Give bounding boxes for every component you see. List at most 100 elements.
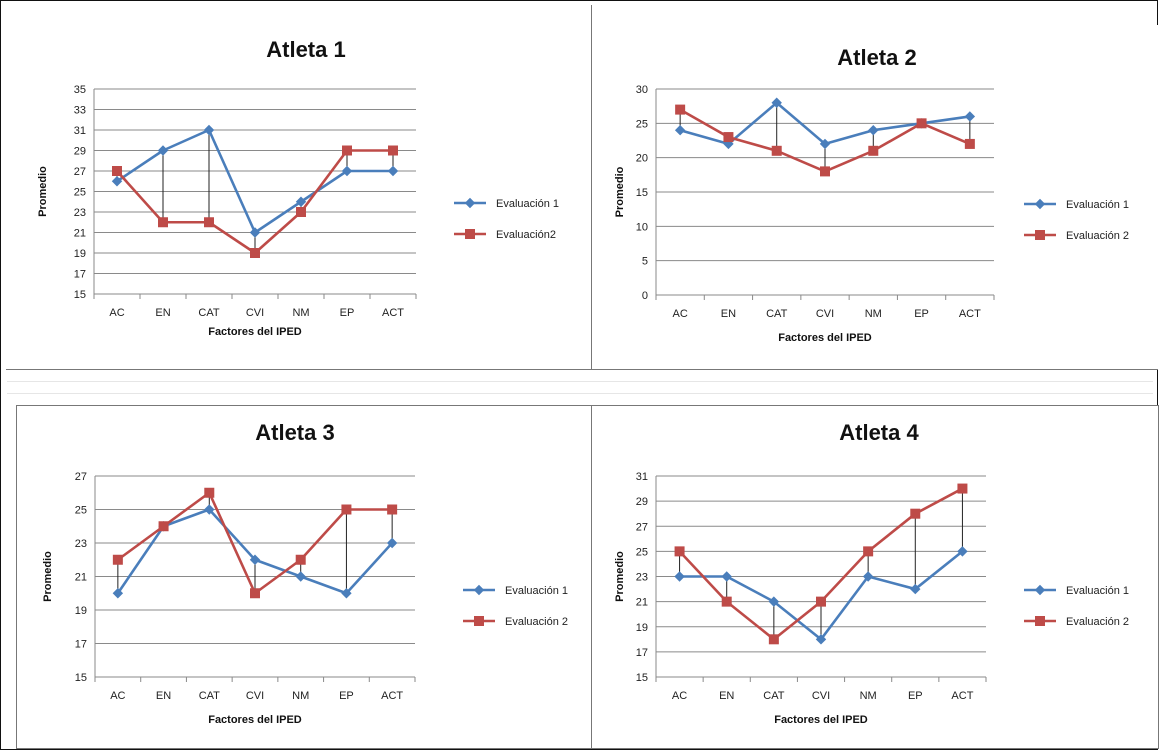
y-tick-label: 25 [75,505,87,517]
y-tick-label: 15 [636,672,648,684]
x-axis-title: Factores del IPED [208,326,302,338]
data-point-diamond [341,588,352,599]
data-point-diamond [295,196,307,207]
y-axis-title: Promedio [37,166,49,217]
faint-gridline [7,381,1153,382]
data-point-square [295,554,306,565]
y-tick-label: 25 [636,118,648,130]
y-tick-label: 15 [74,289,86,301]
y-tick-label: 31 [74,125,86,137]
data-point-diamond [295,571,306,582]
chart-panel-atleta-4: Atleta 4 15 17 19 21 23 25 27 29 31 AC EN CAT CVI NM EP… [591,405,1159,749]
chart-title: Atleta 3 [255,420,334,445]
data-point-diamond [111,176,123,187]
x-tick-label: EP [914,308,929,320]
line-chart: Atleta 1 15 17 19 21 23 25 27 29 31 33 35 AC EN CAT CVI… [37,37,559,338]
y-tick-label: 29 [636,496,648,508]
y-tick-label: 30 [636,84,648,96]
y-tick-label: 27 [636,521,648,533]
chart-title: Atleta 2 [837,45,916,70]
data-point-square [112,166,122,176]
y-tick-label: 10 [636,221,648,233]
y-tick-label: 19 [636,622,648,634]
chart-panel-atleta-2: Atleta 2 0 5 10 15 20 25 30 AC EN CAT CVI NM EP ACT Fac… [591,25,1158,370]
data-point-square [910,508,921,519]
data-point-square [1035,616,1045,626]
y-tick-label: 29 [74,146,86,158]
y-tick-label: 25 [74,187,86,199]
data-point-diamond [815,634,827,645]
data-point-square [723,132,734,143]
x-tick-label: CAT [199,690,220,702]
chart-title: Atleta 4 [839,420,919,445]
data-point-square [250,248,260,258]
data-point-square [863,546,874,557]
x-tick-label: NM [865,308,882,320]
data-point-diamond [721,571,732,582]
chart-panel-atleta-3: Atleta 3 15 17 19 21 23 25 27 AC EN CAT CVI NM EP ACT F… [16,405,592,749]
faint-gridline [7,393,1153,394]
data-point-diamond [1034,198,1046,210]
data-point-diamond [387,165,399,177]
x-tick-label: EP [908,690,923,702]
legend-label: Evaluación 2 [505,616,568,628]
y-tick-label: 25 [636,546,648,558]
data-point-diamond [249,554,261,565]
data-point-square [112,554,123,565]
data-point-square [820,166,830,177]
data-point-diamond [464,197,476,209]
y-tick-label: 35 [74,84,86,96]
data-point-square [816,596,826,607]
data-point-diamond [862,571,874,582]
legend-label: Evaluación 1 [496,198,559,210]
line-chart: Atleta 4 15 17 19 21 23 25 27 29 31 AC EN CAT CVI NM EP… [614,420,1129,726]
x-tick-label: NM [860,690,877,702]
data-point-square [158,217,168,228]
data-point-square [916,118,927,129]
data-point-diamond [112,588,124,599]
data-point-diamond [964,111,976,122]
x-tick-label: NM [292,307,309,319]
legend-label: Evaluación 2 [1066,616,1129,628]
x-tick-label: ACT [382,307,404,319]
x-tick-label: EN [155,307,170,319]
y-tick-label: 23 [636,572,648,584]
data-point-square [465,229,475,239]
y-tick-label: 15 [75,672,87,684]
y-tick-label: 21 [75,572,87,584]
x-axis-title: Factores del IPED [208,714,302,726]
data-point-diamond [341,165,353,177]
x-tick-label: CAT [766,308,787,320]
y-tick-label: 27 [74,166,86,178]
y-tick-label: 31 [636,471,648,483]
data-point-diamond [957,546,968,557]
x-tick-label: EN [156,690,171,702]
line-chart: Atleta 2 0 5 10 15 20 25 30 AC EN CAT CVI NM EP ACT Fac… [614,45,1129,344]
chart-title: Atleta 1 [266,37,345,62]
data-point-square [204,487,215,498]
data-point-diamond [203,124,215,136]
x-tick-label: EN [721,308,736,320]
data-point-square [341,504,352,515]
y-axis-title: Promedio [614,551,626,602]
x-tick-label: AC [673,308,688,320]
y-tick-label: 20 [636,153,648,165]
legend-label: Evaluación 1 [1066,585,1129,597]
data-point-square [296,207,306,217]
data-point-diamond [819,138,831,150]
x-tick-label: EN [719,690,734,702]
x-axis-title: Factores del IPED [774,714,868,726]
data-point-square [158,521,169,532]
data-point-square [768,634,779,645]
data-point-diamond [910,583,921,595]
x-tick-label: AC [672,690,687,702]
x-tick-label: AC [109,307,124,319]
data-point-diamond [771,97,782,108]
data-point-diamond [386,537,398,549]
x-tick-label: AC [110,690,125,702]
x-tick-label: ACT [951,690,973,702]
data-point-diamond [1034,584,1046,596]
y-tick-label: 0 [642,290,648,302]
y-tick-label: 17 [74,269,86,281]
